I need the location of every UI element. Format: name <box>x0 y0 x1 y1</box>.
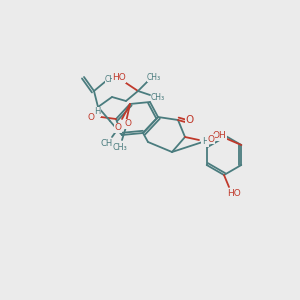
Text: H: H <box>94 107 100 116</box>
Text: H: H <box>202 137 208 146</box>
Text: CH₃: CH₃ <box>105 74 119 83</box>
Text: CH₃: CH₃ <box>147 73 161 82</box>
Text: CH₃: CH₃ <box>100 140 116 148</box>
Text: O: O <box>186 115 194 125</box>
Text: HO: HO <box>227 190 241 199</box>
Text: HO: HO <box>112 74 126 82</box>
Text: O: O <box>115 124 122 133</box>
Text: OH: OH <box>212 131 226 140</box>
Text: O: O <box>88 112 94 122</box>
Text: O: O <box>124 119 131 128</box>
Text: O: O <box>208 134 214 143</box>
Text: CH₃: CH₃ <box>151 92 165 101</box>
Text: CH₃: CH₃ <box>112 142 128 152</box>
